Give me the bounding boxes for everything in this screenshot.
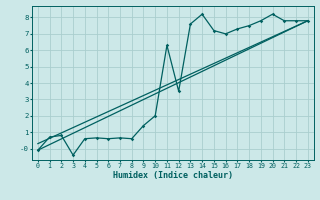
X-axis label: Humidex (Indice chaleur): Humidex (Indice chaleur) bbox=[113, 171, 233, 180]
